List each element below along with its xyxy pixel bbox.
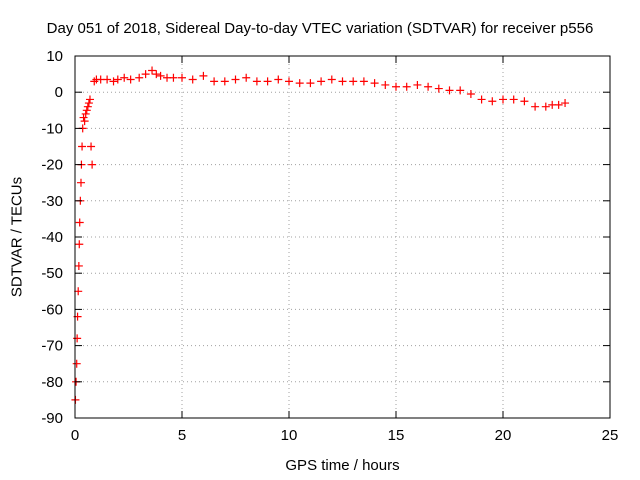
data-point	[554, 100, 563, 109]
data-point	[87, 142, 96, 151]
data-point	[83, 102, 92, 111]
data-point	[434, 84, 443, 93]
data-point	[141, 70, 150, 79]
data-point	[88, 160, 97, 169]
x-tick-label: 25	[602, 427, 619, 444]
y-tick-label: 10	[46, 48, 63, 65]
data-point	[169, 73, 178, 82]
data-series	[71, 66, 570, 404]
x-tick-label: 10	[281, 427, 298, 444]
data-point	[561, 99, 570, 108]
data-point	[90, 77, 99, 86]
data-point	[295, 79, 304, 88]
grid	[75, 56, 610, 418]
data-point	[75, 218, 84, 227]
data-point	[220, 77, 229, 86]
y-tick-label: 0	[55, 84, 63, 101]
data-point	[509, 95, 518, 104]
y-tick-label: -70	[41, 338, 63, 355]
y-tick-label: -90	[41, 410, 63, 427]
data-point	[413, 80, 422, 89]
data-point	[126, 75, 135, 84]
data-point	[120, 73, 129, 82]
data-point	[499, 95, 507, 104]
data-point	[72, 359, 81, 368]
data-point	[152, 70, 161, 79]
y-tick-label: -60	[41, 301, 63, 318]
data-point	[541, 102, 550, 111]
data-point	[75, 240, 84, 249]
data-point	[74, 287, 83, 296]
tick-labels: 0 5 10 15 20 25 -90 -80 -70 -60 -50 -40 -30 -20 -10 0 10	[41, 48, 618, 444]
data-point	[242, 73, 251, 82]
y-tick-label: -10	[41, 120, 63, 137]
data-point	[188, 75, 197, 84]
data-point	[359, 77, 368, 86]
data-point	[263, 77, 272, 86]
data-point	[424, 82, 433, 91]
data-point	[274, 75, 283, 84]
data-point	[74, 261, 83, 270]
data-point	[402, 82, 411, 91]
data-point	[392, 82, 400, 91]
data-point	[445, 86, 454, 95]
data-point	[76, 178, 85, 187]
data-point	[199, 71, 208, 80]
data-point	[148, 66, 157, 75]
y-tick-label: -20	[41, 157, 63, 174]
data-point	[135, 73, 144, 82]
data-point	[531, 102, 540, 111]
data-point	[78, 142, 87, 151]
data-point	[285, 77, 293, 86]
y-tick-label: -80	[41, 374, 63, 391]
x-axis-label: GPS time / hours	[285, 457, 400, 474]
data-point	[252, 77, 261, 86]
data-point	[349, 77, 358, 86]
data-point	[317, 77, 326, 86]
data-point	[80, 117, 89, 126]
data-point	[520, 97, 529, 106]
tick-marks	[74, 55, 611, 419]
data-point	[81, 109, 90, 118]
data-point	[210, 77, 219, 86]
data-point	[109, 77, 118, 86]
data-point	[338, 77, 347, 86]
y-tick-label: -40	[41, 229, 63, 246]
data-point	[488, 97, 497, 106]
x-tick-label: 20	[495, 427, 512, 444]
data-point	[327, 75, 336, 84]
x-tick-label: 0	[71, 427, 79, 444]
data-point	[381, 80, 390, 89]
data-point	[306, 79, 315, 88]
data-point	[103, 75, 112, 84]
data-point	[82, 106, 91, 115]
data-point	[370, 79, 379, 88]
y-axis-label: SDTVAR / TECUs	[8, 176, 26, 298]
data-point	[456, 86, 465, 95]
data-point	[84, 99, 93, 108]
data-point	[466, 90, 475, 99]
data-point	[73, 334, 82, 343]
data-point	[79, 113, 88, 122]
data-point	[477, 95, 486, 104]
x-tick-label: 15	[388, 427, 405, 444]
data-point	[231, 75, 240, 84]
data-point	[178, 73, 186, 82]
chart-title: Day 051 of 2018, Sidereal Day-to-day VTE…	[46, 20, 594, 37]
data-point	[85, 95, 94, 104]
x-tick-label: 5	[178, 427, 186, 444]
y-tick-label: -30	[41, 193, 63, 210]
y-tick-label: -50	[41, 265, 63, 282]
data-point	[113, 75, 122, 84]
data-point	[156, 71, 165, 80]
